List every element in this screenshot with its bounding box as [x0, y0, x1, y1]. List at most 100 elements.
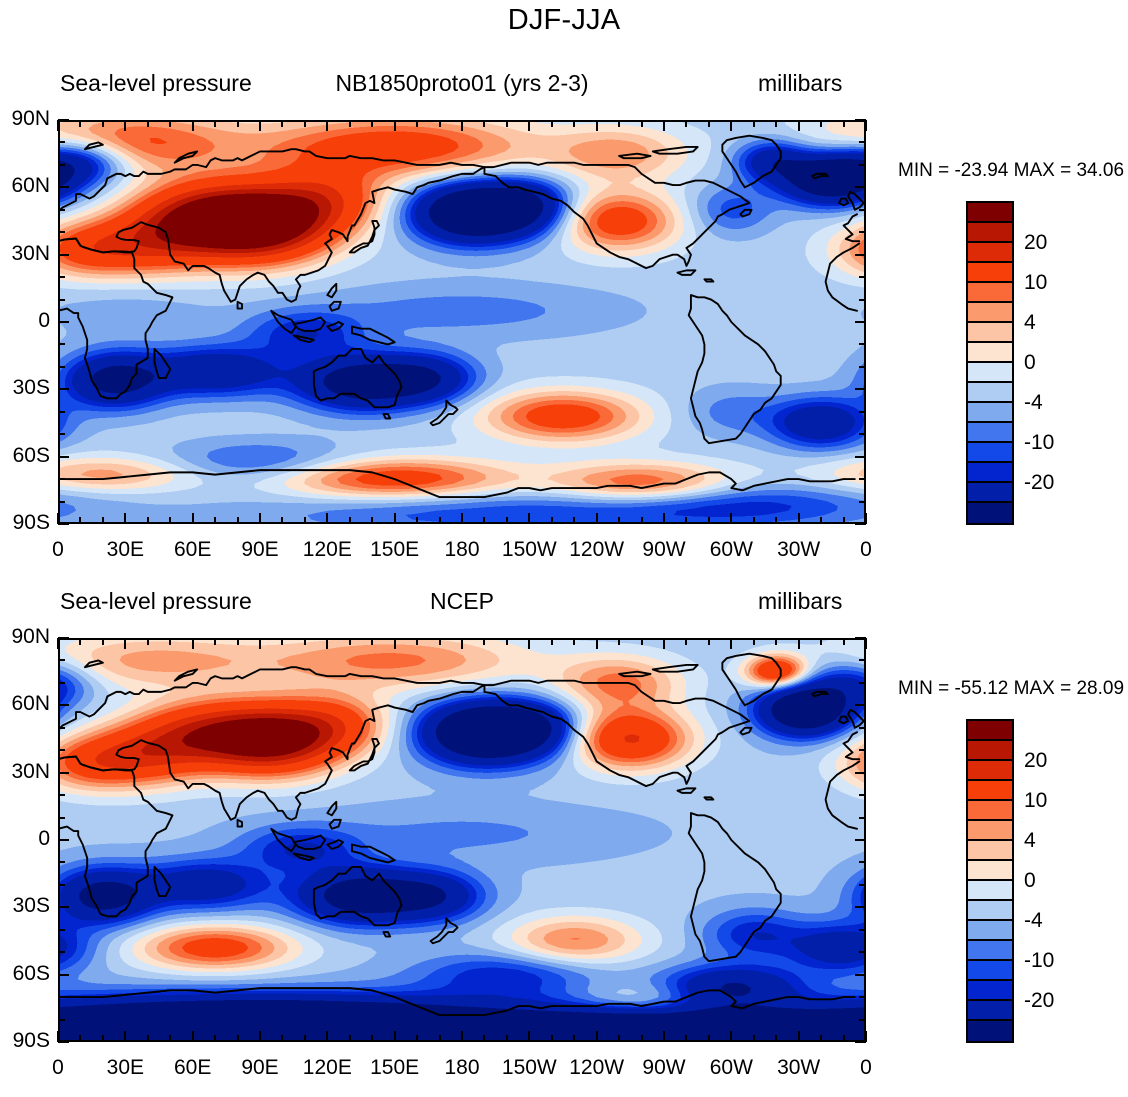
coastline-path	[429, 917, 459, 945]
x-tick	[326, 513, 329, 524]
x-tick	[146, 1035, 149, 1042]
x-tick	[797, 1031, 800, 1042]
colorbar-tick-label: -20	[1024, 989, 1055, 1012]
minmax-annotation: MIN = -55.12 MAX = 28.09	[898, 678, 1125, 699]
coastline-path	[236, 300, 243, 310]
x-tick	[483, 638, 486, 645]
x-tick	[303, 120, 306, 127]
y-tick	[58, 500, 65, 503]
x-tick	[214, 517, 217, 524]
colorbar-cell	[968, 403, 1012, 423]
panel-case-label: NCEP	[430, 588, 494, 614]
x-tick	[101, 638, 104, 645]
x-axis-label: 30E	[106, 1056, 145, 1079]
x-tick	[303, 517, 306, 524]
x-tick	[281, 517, 284, 524]
y-tick	[58, 343, 65, 346]
x-tick	[550, 1035, 553, 1042]
y-axis-label: 30S	[12, 894, 50, 918]
coastline-path	[429, 399, 459, 427]
x-tick	[730, 120, 733, 131]
colorbar-cell	[968, 841, 1012, 861]
panel-units-label: millibars	[758, 588, 843, 614]
coastline-path	[483, 161, 751, 270]
coastline-path	[292, 334, 315, 344]
x-tick	[550, 120, 553, 127]
y-tick	[859, 500, 866, 503]
y-tick	[855, 253, 866, 256]
page-title: DJF-JJA	[507, 4, 621, 36]
y-tick	[859, 883, 866, 886]
x-tick	[663, 513, 665, 524]
colorbar-cell	[968, 483, 1012, 503]
y-tick	[855, 119, 866, 121]
y-tick	[855, 186, 866, 189]
y-tick	[859, 861, 866, 864]
colorbar-cell	[968, 323, 1012, 343]
x-tick	[259, 120, 261, 131]
y-tick	[58, 523, 69, 525]
y-tick	[58, 794, 65, 797]
x-tick	[191, 638, 194, 649]
y-tick	[58, 163, 65, 166]
contour-band	[58, 661, 866, 1042]
x-axis-label: 150W	[501, 1056, 557, 1079]
x-tick	[101, 120, 104, 127]
x-tick	[326, 638, 329, 649]
x-tick	[820, 1035, 823, 1042]
y-tick	[58, 1018, 65, 1021]
x-tick	[281, 638, 284, 645]
coastlines	[58, 134, 865, 499]
coastline-path	[348, 220, 380, 254]
x-tick	[752, 517, 755, 524]
contour-map	[58, 638, 866, 1042]
x-tick	[595, 513, 598, 524]
y-tick	[859, 951, 866, 954]
x-tick	[752, 638, 755, 645]
x-tick	[820, 517, 823, 524]
x-tick	[573, 1035, 576, 1042]
coastline-path	[58, 237, 861, 400]
coastline-path	[58, 469, 856, 499]
x-tick	[842, 517, 845, 524]
x-tick	[528, 638, 531, 649]
y-tick	[855, 455, 866, 458]
x-tick	[865, 1031, 867, 1042]
y-axis-label: 60N	[11, 692, 50, 716]
coastline-path	[618, 152, 652, 160]
x-tick	[550, 638, 553, 645]
y-tick	[859, 749, 866, 752]
y-tick	[855, 321, 866, 323]
x-tick	[797, 120, 800, 131]
y-tick	[58, 410, 65, 413]
colorbar-tick-label: 20	[1024, 749, 1048, 772]
y-tick	[58, 726, 65, 729]
y-axis-label: 30S	[12, 376, 50, 400]
colorbar-cell	[968, 801, 1012, 821]
x-axis-label: 0	[52, 538, 64, 561]
y-tick	[855, 839, 866, 841]
x-tick	[348, 638, 351, 645]
y-axis-label: 0	[38, 309, 50, 332]
x-tick	[528, 1031, 531, 1042]
x-tick	[505, 120, 508, 127]
x-axis-label: 0	[860, 538, 872, 561]
coastline-path	[687, 294, 782, 445]
x-tick	[79, 120, 82, 127]
x-tick	[663, 638, 665, 649]
colorbar: 20 10 4 0 -4 -10 -20	[966, 719, 1054, 1043]
coastline-path	[721, 652, 782, 707]
x-tick	[775, 1035, 778, 1042]
map-plot-area	[58, 120, 866, 524]
x-tick	[371, 517, 374, 524]
x-tick	[573, 517, 576, 524]
coastline-path	[83, 141, 104, 151]
colorbar-tick-label: -4	[1024, 909, 1043, 932]
x-tick	[393, 638, 396, 649]
colorbar-tick-label: 4	[1024, 311, 1036, 334]
colorbar-cell	[968, 721, 1012, 741]
coastline-path	[326, 282, 338, 299]
x-tick	[618, 120, 621, 127]
y-axis-label: 30N	[11, 759, 50, 783]
y-tick	[859, 478, 866, 481]
